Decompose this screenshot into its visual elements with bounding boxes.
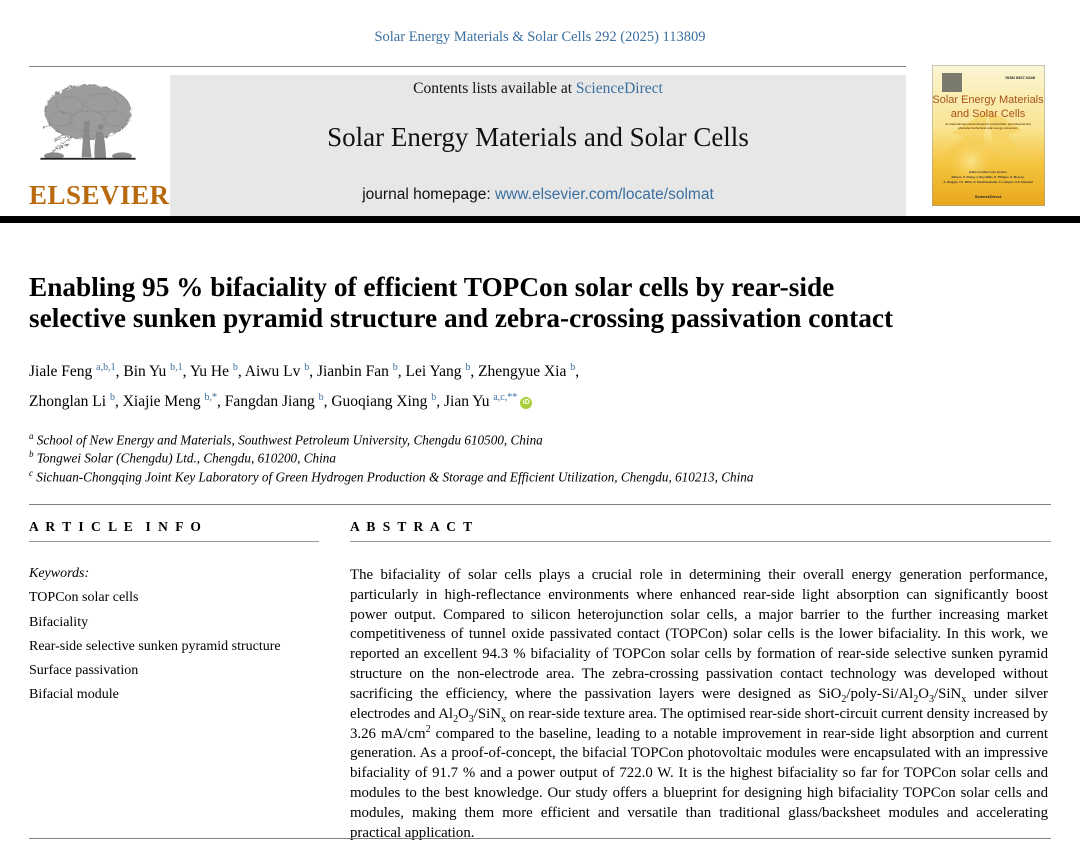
svg-text:ScienceDirect: ScienceDirect bbox=[975, 194, 1002, 199]
svg-text:An international journal devot: An international journal devoted to phot… bbox=[945, 122, 1031, 126]
svg-text:A. Bingqin, Y.C. Willis, K. Sa: A. Bingqin, Y.C. Willis, K. Sandrasekara… bbox=[943, 180, 1033, 184]
svg-text:Editor-in-Chief: Ivan Gordon: Editor-in-Chief: Ivan Gordon bbox=[969, 170, 1007, 174]
svg-text:Solar Energy Materials: Solar Energy Materials bbox=[932, 94, 1044, 106]
svg-text:photoelectrochemical solar ene: photoelectrochemical solar energy conver… bbox=[958, 126, 1018, 130]
svg-text:and Solar Cells: and Solar Cells bbox=[951, 108, 1026, 120]
svg-text:Editors: X. Zhang, J. Roy-Mali: Editors: X. Zhang, J. Roy-Malis, D. Phil… bbox=[952, 175, 1025, 179]
svg-text:ISSN 0927-0248: ISSN 0927-0248 bbox=[1005, 75, 1035, 80]
